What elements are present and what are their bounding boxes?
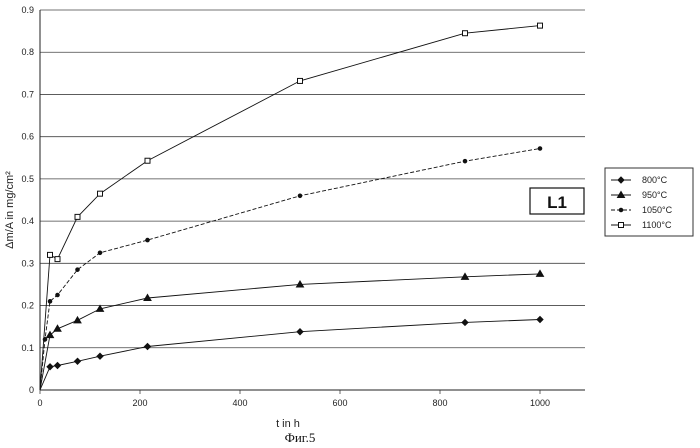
data-point: [98, 191, 103, 196]
data-point: [97, 353, 103, 359]
legend-label: 1100°C: [642, 220, 672, 230]
legend-label: 1050°C: [642, 205, 673, 215]
legend-label: 800°C: [642, 175, 668, 185]
data-point: [54, 325, 61, 331]
data-point: [98, 251, 102, 255]
data-point: [145, 158, 150, 163]
y-tick-label: 0.1: [21, 343, 34, 353]
data-point: [538, 147, 542, 151]
data-point: [48, 252, 53, 257]
data-point: [75, 214, 80, 219]
legend-marker: [619, 208, 623, 212]
y-axis-label: Δm/A in mg/cm²: [4, 171, 16, 249]
data-point: [56, 293, 60, 297]
series-0: [40, 316, 543, 390]
data-point: [146, 238, 150, 242]
x-tick-label: 800: [432, 398, 447, 408]
y-tick-label: 0.7: [21, 89, 34, 99]
data-point: [48, 300, 52, 304]
series-1: [40, 270, 544, 390]
y-tick-label: 0.8: [21, 47, 34, 57]
series-line: [40, 26, 540, 390]
y-tick-label: 0.2: [21, 301, 34, 311]
x-tick-label: 400: [232, 398, 247, 408]
axes: [40, 10, 585, 394]
data-point: [145, 344, 151, 350]
data-point: [298, 194, 302, 198]
legend-label: 950°C: [642, 190, 668, 200]
y-tick-label: 0.3: [21, 258, 34, 268]
figure-caption: Фиг.5: [285, 430, 316, 445]
x-tick-label: 0: [37, 398, 42, 408]
annotation-label: L1: [547, 193, 567, 212]
y-tick-label: 0: [29, 385, 34, 395]
data-point: [297, 329, 303, 335]
data-point: [537, 316, 543, 322]
data-point: [463, 31, 468, 36]
y-tick-label: 0.9: [21, 5, 34, 15]
x-tick-label: 1000: [530, 398, 550, 408]
series-line: [40, 149, 540, 391]
data-point: [462, 319, 468, 325]
data-point: [463, 159, 467, 163]
data-point: [74, 317, 81, 323]
series-3: [40, 23, 543, 390]
data-point: [55, 257, 60, 262]
series-line: [40, 274, 540, 390]
data-point: [537, 270, 544, 276]
y-tick-label: 0.4: [21, 216, 34, 226]
legend-marker: [619, 223, 624, 228]
x-axis-label: t in h: [276, 418, 300, 430]
y-tick-label: 0.6: [21, 132, 34, 142]
data-point: [76, 268, 80, 272]
data-point: [538, 23, 543, 28]
x-tick-label: 200: [132, 398, 147, 408]
series-line: [40, 320, 540, 391]
y-tick-label: 0.5: [21, 174, 34, 184]
series-group: [40, 23, 544, 390]
x-tick-label: 600: [332, 398, 347, 408]
data-point: [47, 364, 53, 370]
data-point: [55, 363, 61, 369]
data-point: [298, 78, 303, 83]
data-point: [75, 358, 81, 364]
